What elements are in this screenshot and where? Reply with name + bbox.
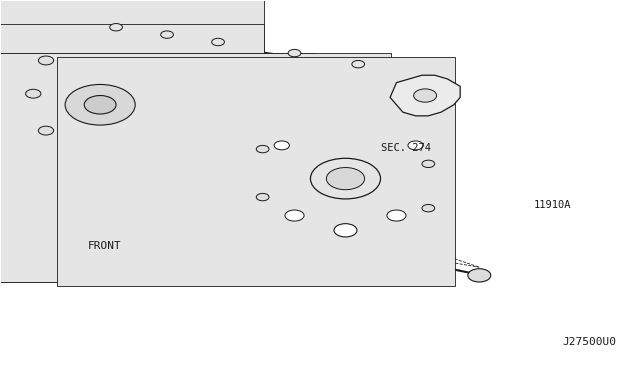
Circle shape	[109, 23, 122, 31]
Circle shape	[468, 269, 491, 282]
Circle shape	[38, 126, 54, 135]
Circle shape	[40, 70, 161, 140]
Circle shape	[256, 145, 269, 153]
Circle shape	[212, 38, 225, 46]
Polygon shape	[129, 90, 307, 171]
Circle shape	[408, 141, 423, 150]
FancyBboxPatch shape	[58, 57, 455, 286]
Polygon shape	[390, 75, 460, 116]
Circle shape	[334, 224, 357, 237]
Text: 11910A: 11910A	[534, 200, 571, 210]
Circle shape	[38, 56, 54, 65]
Circle shape	[288, 49, 301, 57]
Polygon shape	[33, 46, 282, 253]
Circle shape	[65, 84, 135, 125]
Circle shape	[387, 210, 406, 221]
Polygon shape	[262, 123, 428, 234]
Polygon shape	[205, 16, 256, 35]
Circle shape	[161, 31, 173, 38]
Circle shape	[52, 77, 148, 132]
Circle shape	[256, 193, 269, 201]
Text: J27500U0: J27500U0	[562, 337, 616, 347]
Circle shape	[84, 96, 116, 114]
Circle shape	[285, 210, 304, 221]
FancyBboxPatch shape	[0, 53, 315, 282]
Circle shape	[413, 89, 436, 102]
Circle shape	[352, 61, 365, 68]
Text: SEC. 274: SEC. 274	[381, 143, 431, 153]
FancyBboxPatch shape	[0, 0, 264, 190]
FancyBboxPatch shape	[0, 23, 264, 253]
Polygon shape	[103, 20, 396, 86]
Circle shape	[422, 205, 435, 212]
Circle shape	[26, 89, 41, 98]
FancyBboxPatch shape	[0, 53, 392, 282]
Circle shape	[422, 160, 435, 167]
Text: FRONT: FRONT	[88, 241, 121, 251]
Circle shape	[326, 167, 365, 190]
Circle shape	[310, 158, 381, 199]
Circle shape	[274, 141, 289, 150]
